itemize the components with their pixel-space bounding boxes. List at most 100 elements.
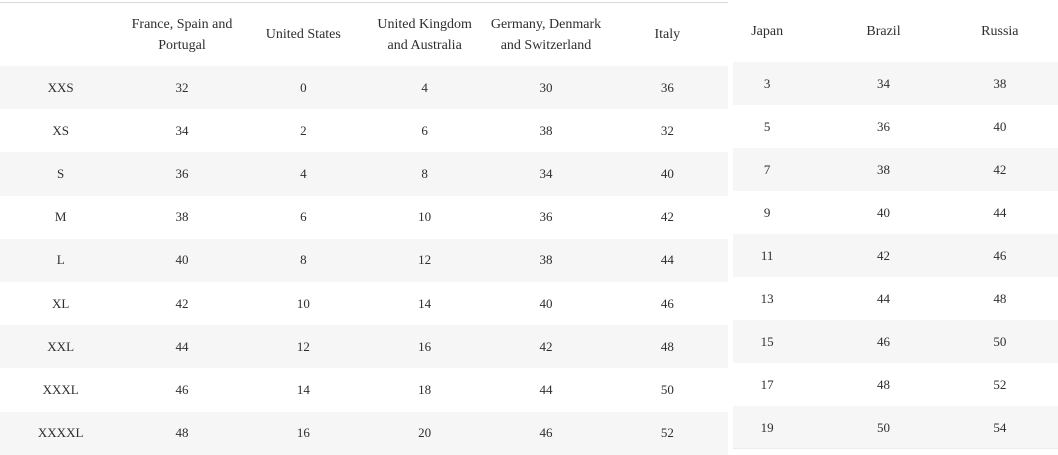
value-cell: 7: [763, 161, 771, 177]
table-row: 17 48 52: [709, 363, 1058, 406]
table-row: 13 44 48: [709, 277, 1058, 320]
value-cell: 44: [175, 338, 189, 354]
table-row: 5 36 40: [709, 105, 1058, 148]
table-row: 15 46 50: [709, 320, 1058, 363]
value-cell: 46: [993, 247, 1007, 263]
right-header-cell: Russia: [981, 23, 1019, 39]
value-cell: 36: [175, 165, 189, 181]
size-label-cell: XXS: [47, 79, 74, 95]
value-cell: 11: [760, 247, 774, 263]
size-label-cell: XS: [52, 122, 69, 138]
table-row: XXL 44 12 16 42 48: [0, 325, 728, 369]
value-cell: 19: [760, 419, 774, 435]
left-table-body: XXS 32 0 4 30 36 XS 34 2 6 38 32 S 36 4 8 34 40 M 38 6 10 36 42…: [0, 66, 728, 455]
size-label-cell: S: [57, 165, 65, 181]
right-table-body: 3 34 38 5 36 40 7 38 42 9 40 44 11 42 46 13 44 48 15 46 50 17…: [709, 62, 1058, 449]
value-cell: 36: [876, 118, 890, 134]
value-cell: 50: [660, 381, 674, 397]
value-cell: 36: [539, 209, 553, 225]
value-cell: 40: [539, 295, 553, 311]
value-cell: 34: [175, 122, 189, 138]
value-cell: 48: [175, 425, 189, 441]
value-cell: 5: [763, 118, 771, 134]
value-cell: 40: [876, 204, 890, 220]
value-cell: 44: [660, 252, 674, 268]
value-cell: 4: [421, 79, 428, 95]
value-cell: 9: [763, 204, 771, 220]
table-row: XXXL 46 14 18 44 50: [0, 368, 728, 411]
value-cell: 34: [876, 75, 890, 91]
value-cell: 42: [539, 338, 553, 354]
value-cell: 16: [296, 425, 310, 441]
table-row: XL 42 10 14 40 46: [0, 282, 728, 325]
value-cell: 42: [175, 295, 189, 311]
size-label-cell: XL: [51, 295, 70, 311]
size-label-cell: XXL: [47, 338, 75, 354]
right-size-table: Japan Brazil Russia 3 34 38 5 36 40 7 38 42 9 40 44 11…: [709, 0, 1058, 449]
table-row: 9 40 44: [709, 191, 1058, 234]
value-cell: 0: [300, 79, 307, 95]
table-row: S 36 4 8 34 40: [0, 152, 728, 196]
value-cell: 14: [296, 381, 310, 397]
value-cell: 14: [418, 295, 432, 311]
value-cell: 42: [660, 209, 674, 225]
table-row: XS 34 2 6 38 32: [0, 109, 728, 152]
table-row: XXS 32 0 4 30 36: [0, 66, 728, 110]
value-cell: 38: [993, 75, 1007, 91]
value-cell: 48: [993, 290, 1007, 306]
value-cell: 6: [300, 209, 307, 225]
table-row: XXXXL 48 16 20 46 52: [0, 411, 728, 455]
value-cell: 46: [660, 295, 674, 311]
value-cell: 54: [993, 419, 1007, 435]
value-cell: 13: [760, 290, 774, 306]
table-row: 11 42 46: [709, 234, 1058, 277]
value-cell: 12: [418, 252, 432, 268]
value-cell: 44: [539, 381, 553, 397]
value-cell: 50: [993, 333, 1007, 349]
value-cell: 30: [539, 79, 553, 95]
value-cell: 6: [421, 122, 428, 138]
size-label-cell: XXXL: [42, 381, 79, 397]
value-cell: 52: [993, 376, 1007, 392]
value-cell: 50: [876, 419, 890, 435]
value-cell: 18: [418, 381, 432, 397]
value-cell: 12: [296, 338, 310, 354]
value-cell: 42: [993, 161, 1007, 177]
right-header-cell: Brazil: [866, 23, 901, 39]
value-cell: 8: [421, 165, 428, 181]
value-cell: 20: [418, 425, 432, 441]
size-label-cell: L: [56, 252, 65, 268]
value-cell: 46: [876, 333, 890, 349]
right-header-cell: Japan: [751, 23, 784, 39]
table-row: M 38 6 10 36 42: [0, 196, 728, 239]
value-cell: 32: [175, 79, 189, 95]
value-cell: 10: [418, 209, 432, 225]
value-cell: 46: [539, 425, 553, 441]
left-table-header-row: France, Spain and Portugal United States U…: [0, 3, 728, 66]
value-cell: 46: [175, 381, 189, 397]
value-cell: 38: [175, 209, 189, 225]
left-header-cell: France, Spain and Portugal: [131, 16, 233, 53]
value-cell: 32: [660, 122, 674, 138]
value-cell: 38: [876, 161, 890, 177]
table-row: L 40 8 12 38 44: [0, 238, 728, 282]
table-row: 19 50 54: [709, 406, 1058, 449]
value-cell: 4: [300, 165, 307, 181]
value-cell: 38: [539, 122, 553, 138]
value-cell: 44: [876, 290, 890, 306]
size-label-cell: M: [54, 209, 67, 225]
left-header-cell: United States: [265, 27, 341, 42]
value-cell: 48: [660, 338, 674, 354]
value-cell: 10: [296, 295, 310, 311]
right-table-header-row: Japan Brazil Russia: [709, 0, 1058, 62]
left-header-cell: Italy: [654, 27, 681, 42]
value-cell: 40: [175, 252, 189, 268]
left-size-table: France, Spain and Portugal United States U…: [0, 2, 728, 455]
value-cell: 16: [418, 338, 432, 354]
left-header-cell: Germany, Denmark and Switzerland: [490, 16, 602, 53]
value-cell: 3: [763, 75, 771, 91]
value-cell: 2: [300, 122, 307, 138]
value-cell: 36: [660, 79, 674, 95]
value-cell: 52: [660, 425, 674, 441]
